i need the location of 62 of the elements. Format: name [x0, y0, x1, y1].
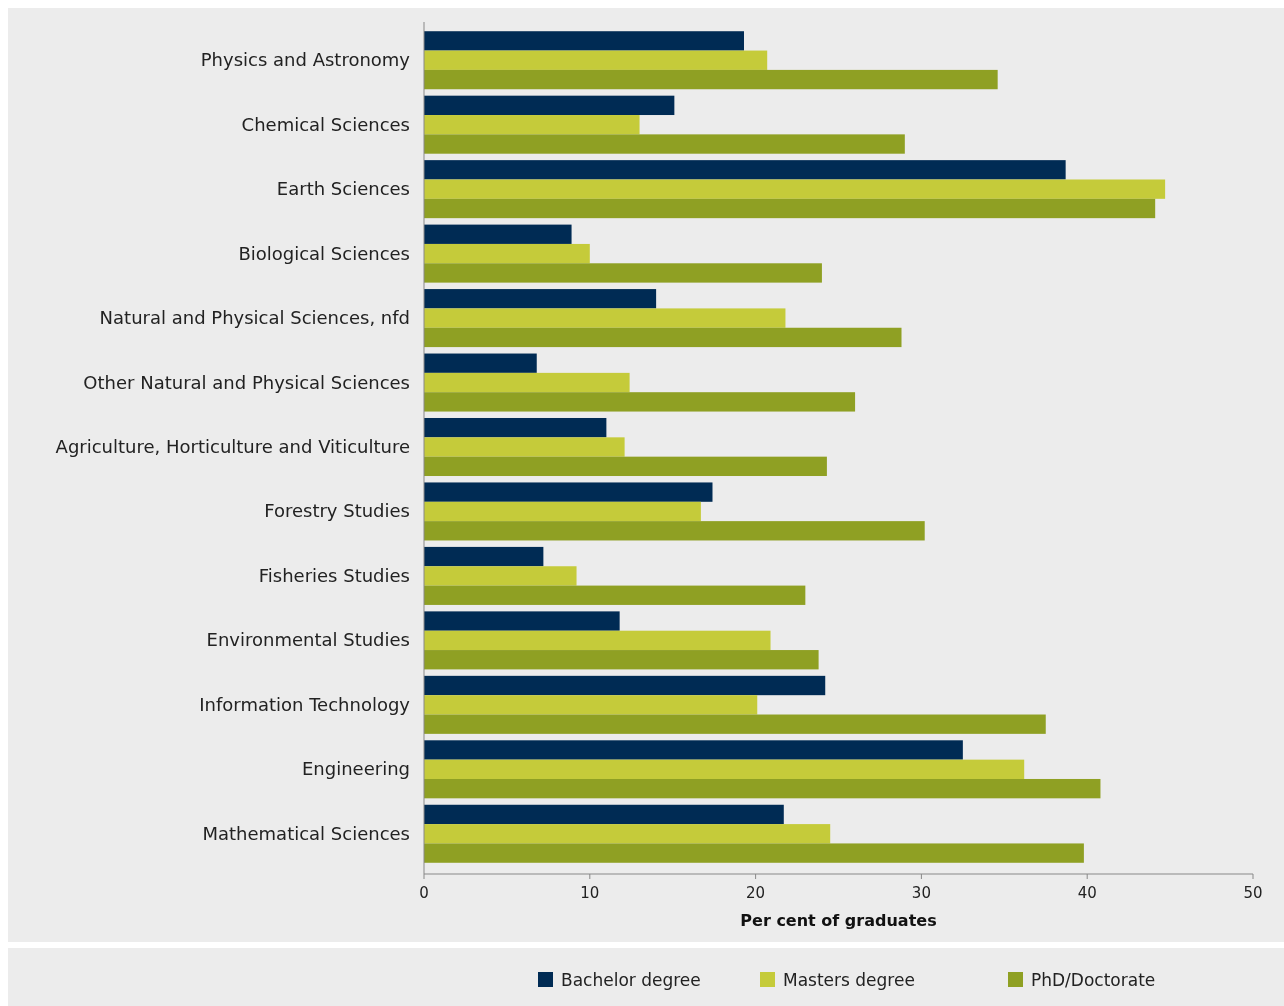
bar	[424, 263, 822, 283]
legend-label: Masters degree	[783, 970, 915, 990]
bar	[424, 714, 1046, 734]
bar	[424, 243, 590, 264]
bar	[424, 353, 537, 373]
bar	[424, 521, 925, 541]
x-tick-label: 40	[1077, 884, 1097, 902]
y-tick-label: Natural and Physical Sciences, nfd	[99, 307, 410, 329]
bar	[424, 501, 701, 522]
bar	[424, 289, 657, 309]
bar	[424, 179, 1166, 199]
bar	[424, 417, 607, 438]
bar	[424, 95, 675, 116]
y-tick-label: Information Technology	[199, 693, 411, 715]
x-tick-label: 50	[1243, 884, 1263, 902]
y-tick-label: Environmental Studies	[206, 629, 410, 651]
bar	[424, 482, 713, 502]
bar	[424, 566, 577, 586]
x-tick-label: 20	[746, 884, 766, 902]
y-tick-label: Mathematical Sciences	[202, 822, 410, 844]
bar	[424, 69, 998, 90]
bar	[424, 372, 630, 393]
bar	[424, 804, 784, 825]
bar	[424, 759, 1025, 779]
bar	[424, 437, 625, 457]
bar	[424, 160, 1066, 180]
y-tick-label: Physics and Astronomy	[200, 49, 411, 71]
x-tick-label: 30	[911, 884, 931, 902]
bar	[424, 585, 806, 605]
bar	[424, 31, 744, 51]
x-tick-label: 10	[580, 884, 600, 902]
bar	[424, 134, 905, 154]
bar	[424, 327, 902, 348]
bar	[424, 224, 572, 244]
bar	[424, 50, 768, 70]
y-tick-label: Engineering	[302, 758, 410, 780]
bar	[424, 650, 819, 670]
x-tick-label: 0	[419, 884, 429, 902]
bar	[424, 824, 831, 844]
bar	[424, 198, 1156, 219]
bar	[424, 740, 963, 760]
bar	[424, 675, 826, 696]
legend-label: Bachelor degree	[561, 970, 701, 990]
y-tick-label: Biological Sciences	[238, 242, 410, 264]
bar	[424, 115, 640, 135]
y-tick-label: Other Natural and Physical Sciences	[83, 371, 410, 393]
y-tick-label: Chemical Sciences	[241, 113, 410, 135]
bar	[424, 778, 1101, 799]
bar	[424, 392, 856, 412]
bar	[424, 308, 786, 328]
bar	[424, 611, 620, 631]
y-tick-label: Agriculture, Horticulture and Viticulture	[55, 436, 410, 457]
y-tick-label: Fisheries Studies	[258, 564, 410, 586]
bar	[424, 630, 771, 651]
y-tick-label: Forestry Studies	[264, 500, 410, 522]
bar	[424, 546, 544, 567]
legend-label: PhD/Doctorate	[1031, 970, 1156, 990]
bar	[424, 843, 1084, 863]
bar	[424, 695, 758, 715]
x-axis-title: Per cent of graduates	[740, 911, 937, 930]
bar	[424, 456, 827, 477]
y-tick-label: Earth Sciences	[276, 178, 410, 200]
